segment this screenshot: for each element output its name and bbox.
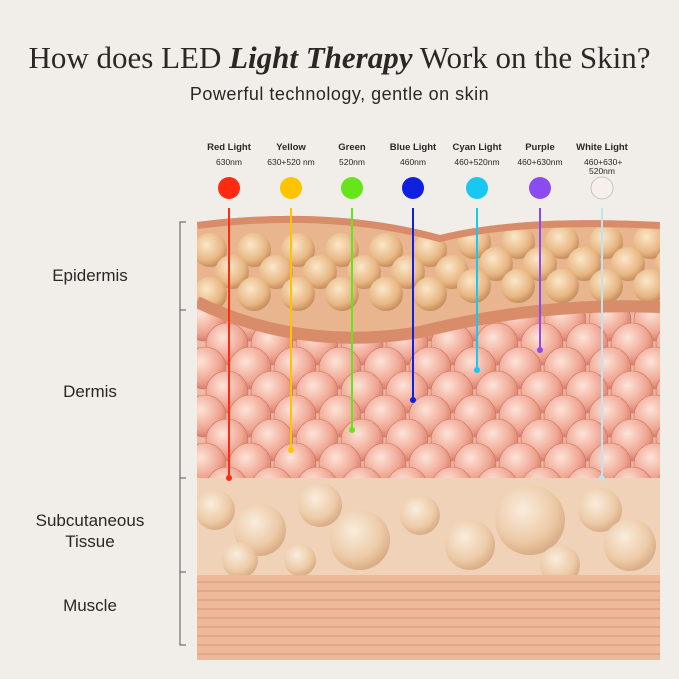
light-wavelength: 630+520 nm	[267, 157, 315, 167]
light-white-light: White Light 460+630+ 520nm	[562, 142, 642, 176]
fat-cell	[578, 488, 622, 532]
epidermis-cell	[479, 247, 513, 281]
epidermis-cell	[545, 225, 579, 259]
light-wavelength: 460nm	[400, 157, 426, 167]
layer-label-subcutaneous-tissue: Subcutaneous Tissue	[35, 511, 145, 551]
epidermis-cell	[633, 225, 660, 259]
epidermis-cell	[347, 255, 381, 289]
epidermis-cell	[545, 269, 579, 303]
light-green: Green 520nm	[312, 142, 392, 167]
light-yellow: Yellow 630+520 nm	[251, 142, 331, 167]
light-wavelength: 520nm	[339, 157, 365, 167]
epidermis-cell	[501, 269, 535, 303]
layer-label-dermis: Dermis	[63, 382, 117, 401]
beam-end-dot	[410, 397, 416, 403]
subtitle: Powerful technology, gentle on skin	[189, 84, 490, 104]
light-color-dot	[402, 177, 424, 199]
beam-end-dot	[349, 427, 355, 433]
dermis-cell	[655, 322, 660, 366]
layer-label-muscle: Muscle	[63, 596, 117, 615]
fat-cell	[298, 483, 342, 527]
light-name: Blue Light	[389, 142, 437, 153]
light-name: Cyan Light	[452, 142, 502, 153]
epidermis-cell	[633, 269, 660, 303]
epidermis-cell	[501, 225, 535, 259]
epidermis-cell	[259, 255, 293, 289]
epidermis-cell	[369, 233, 403, 267]
light-name: Yellow	[276, 142, 306, 153]
light-name: Green	[338, 142, 366, 153]
light-cyan-light: Cyan Light 460+520nm	[437, 142, 517, 167]
epidermis-cell	[589, 269, 623, 303]
light-wavelength: 460+520nm	[454, 157, 500, 167]
dermis-cell	[655, 370, 660, 414]
fat-cell	[234, 504, 286, 556]
beam-end-dot	[474, 367, 480, 373]
light-name: Red Light	[207, 142, 251, 153]
epidermis-cell	[237, 233, 271, 267]
epidermis-cell	[611, 247, 645, 281]
page-title: How does LED Light Therapy Work on the S…	[28, 40, 651, 75]
fat-cell	[400, 495, 440, 535]
epidermis-cell	[281, 277, 315, 311]
beam-end-dot	[599, 475, 605, 481]
light-color-dot	[218, 177, 240, 199]
light-wavelength: 460+630nm	[517, 157, 563, 167]
beam-end-dot	[537, 347, 543, 353]
fat-cell	[495, 485, 565, 555]
epidermis-cell	[369, 277, 403, 311]
light-color-dot	[341, 177, 363, 199]
light-name: White Light	[576, 142, 628, 153]
fat-cell	[284, 544, 316, 576]
light-name: Purple	[525, 142, 555, 153]
light-color-dot	[466, 177, 488, 199]
light-color-dot	[529, 177, 551, 199]
light-blue-light: Blue Light 460nm	[373, 142, 453, 167]
light-color-dot	[590, 176, 614, 200]
fat-cell	[604, 519, 656, 571]
fat-cell	[222, 542, 258, 578]
beam-end-dot	[226, 475, 232, 481]
light-wavelength: 630nm	[216, 157, 242, 167]
fat-cell	[197, 490, 235, 530]
epidermis-cell	[303, 255, 337, 289]
epidermis-cell	[391, 255, 425, 289]
epidermis-cell	[197, 233, 227, 267]
fat-cell	[330, 510, 390, 570]
light-red-light: Red Light 630nm	[189, 142, 269, 167]
dermis-cell	[655, 418, 660, 462]
light-purple: Purple 460+630nm	[500, 142, 580, 167]
epidermis-cell	[589, 225, 623, 259]
light-color-dot	[280, 177, 302, 199]
layer-bracket	[179, 221, 186, 646]
epidermis-cell	[413, 277, 447, 311]
fat-cell	[445, 520, 495, 570]
epidermis-cell	[237, 277, 271, 311]
light-wavelength: 460+630+ 520nm	[584, 157, 623, 176]
epidermis-cell	[567, 247, 601, 281]
layer-label-epidermis: Epidermis	[52, 266, 128, 285]
beam-end-dot	[288, 447, 294, 453]
